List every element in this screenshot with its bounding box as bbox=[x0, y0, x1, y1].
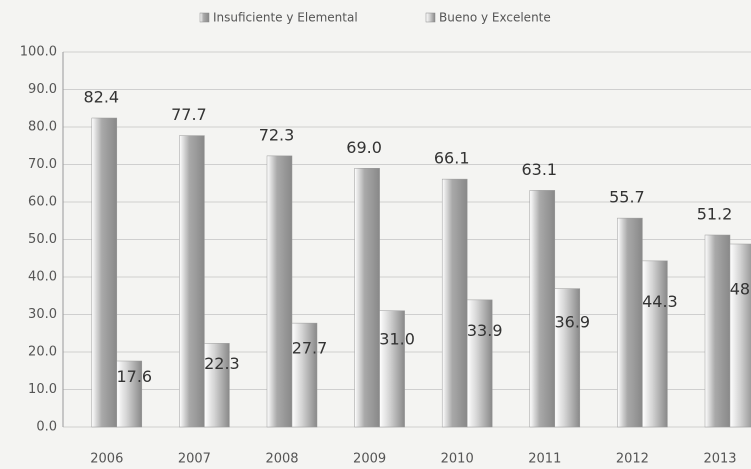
bar bbox=[466, 299, 493, 428]
data-label: 72.3 bbox=[259, 125, 295, 144]
bar bbox=[179, 135, 205, 428]
y-tick-label: 40.0 bbox=[28, 270, 57, 285]
bar bbox=[729, 243, 751, 428]
y-tick-label: 90.0 bbox=[28, 82, 57, 97]
data-label: 22.3 bbox=[204, 354, 240, 373]
bar bbox=[704, 234, 731, 428]
bar bbox=[642, 260, 668, 428]
y-tick-label: 10.0 bbox=[28, 382, 57, 397]
data-label: 17.6 bbox=[116, 367, 152, 386]
bar bbox=[529, 190, 556, 428]
data-label: 31.0 bbox=[379, 329, 415, 348]
data-label: 69.0 bbox=[346, 138, 382, 157]
data-label: 36.9 bbox=[554, 313, 590, 332]
bar bbox=[116, 360, 143, 428]
y-tick-label: 80.0 bbox=[28, 120, 57, 135]
data-label: 66.1 bbox=[434, 149, 470, 168]
y-tick-label: 30.0 bbox=[28, 307, 57, 322]
bar bbox=[441, 178, 468, 428]
data-label: 48.8 bbox=[730, 279, 751, 298]
bar bbox=[266, 155, 293, 428]
legend-swatch bbox=[425, 12, 436, 23]
data-label: 44.3 bbox=[642, 292, 678, 311]
data-label: 82.4 bbox=[83, 88, 119, 107]
legend-label: Bueno y Excelente bbox=[439, 11, 551, 25]
data-label: 33.9 bbox=[467, 321, 503, 340]
data-label: 63.1 bbox=[521, 160, 557, 179]
bar bbox=[354, 168, 380, 428]
x-tick-label: 2012 bbox=[616, 452, 649, 467]
legend-label: Insuficiente y Elemental bbox=[213, 11, 358, 25]
bar bbox=[617, 217, 643, 428]
x-tick-label: 2009 bbox=[353, 452, 386, 467]
bar bbox=[554, 288, 581, 428]
bar bbox=[291, 322, 318, 428]
x-tick-label: 2007 bbox=[178, 452, 211, 467]
y-tick-label: 100.0 bbox=[20, 45, 57, 60]
x-tick-label: 2013 bbox=[703, 452, 736, 467]
bar bbox=[204, 343, 230, 428]
legend-swatch bbox=[199, 12, 210, 23]
y-tick-label: 50.0 bbox=[28, 232, 57, 247]
y-tick-label: 60.0 bbox=[28, 195, 57, 210]
y-tick-label: 0.0 bbox=[36, 420, 57, 435]
y-tick-label: 70.0 bbox=[28, 157, 57, 172]
data-label: 77.7 bbox=[171, 105, 207, 124]
data-label: 51.2 bbox=[697, 205, 733, 224]
data-label: 27.7 bbox=[292, 339, 328, 358]
bar bbox=[379, 310, 405, 428]
x-tick-label: 2011 bbox=[528, 452, 561, 467]
x-tick-label: 2008 bbox=[265, 452, 298, 467]
bar bbox=[91, 117, 118, 428]
x-tick-label: 2006 bbox=[90, 452, 123, 467]
y-tick-label: 20.0 bbox=[28, 345, 57, 360]
data-label: 55.7 bbox=[609, 188, 645, 207]
x-tick-label: 2010 bbox=[441, 452, 474, 467]
